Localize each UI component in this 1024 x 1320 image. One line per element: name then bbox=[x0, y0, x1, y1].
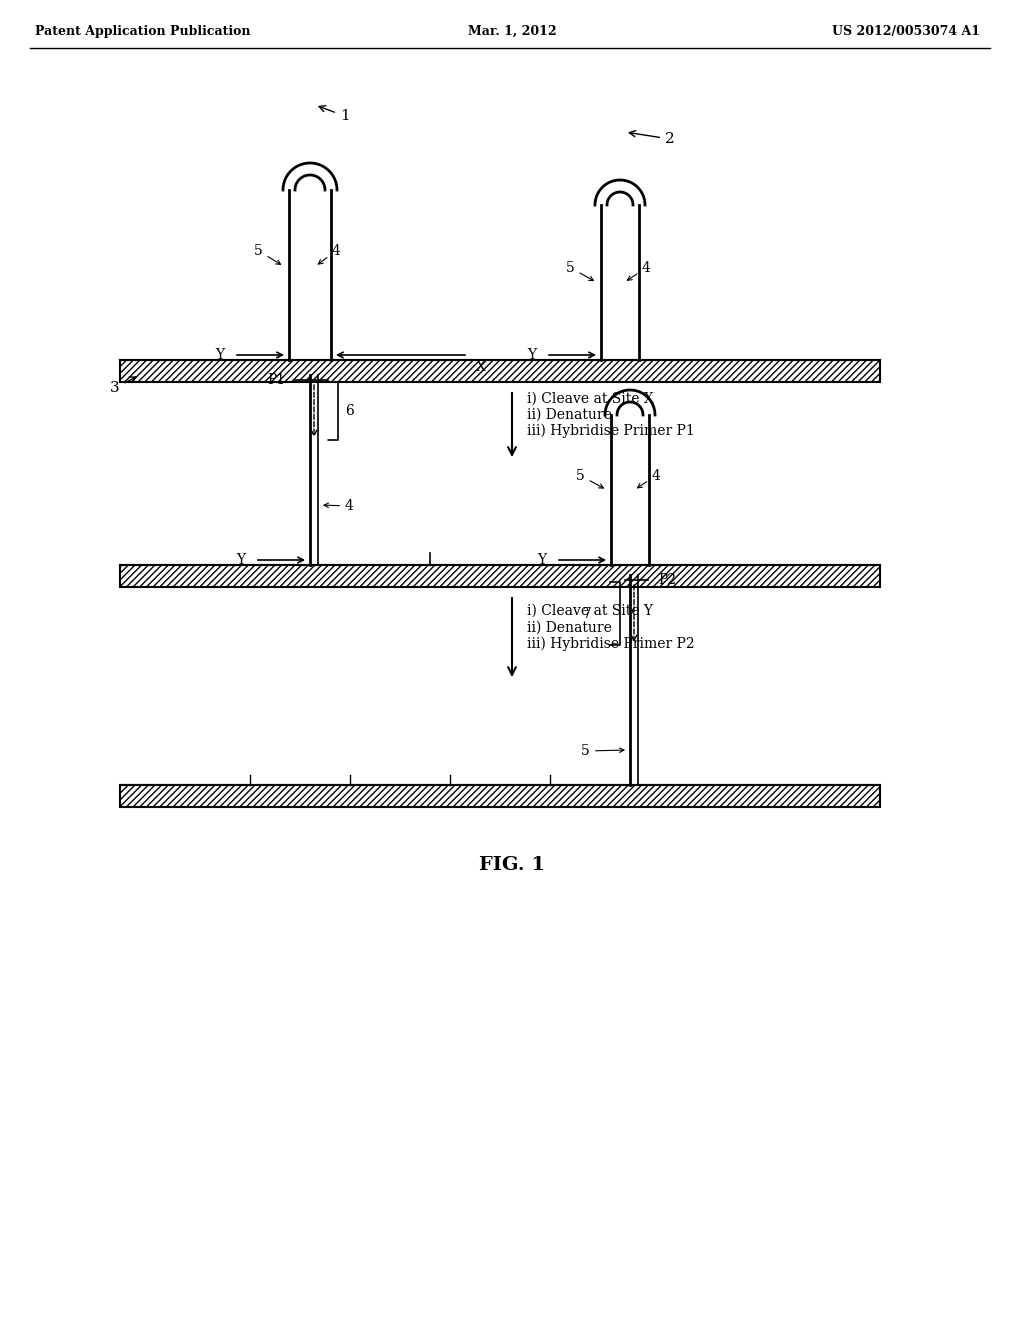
Text: FIG. 1: FIG. 1 bbox=[479, 855, 545, 874]
Text: Patent Application Publication: Patent Application Publication bbox=[35, 25, 251, 38]
Text: 6: 6 bbox=[345, 404, 353, 418]
Text: Mar. 1, 2012: Mar. 1, 2012 bbox=[468, 25, 556, 38]
Text: i) Cleave at Site Y
ii) Denature
iii) Hybridise Primer P2: i) Cleave at Site Y ii) Denature iii) Hy… bbox=[527, 605, 694, 651]
Bar bbox=[120, 360, 880, 381]
Bar bbox=[120, 565, 880, 587]
Text: 7: 7 bbox=[583, 606, 592, 620]
Text: 5: 5 bbox=[582, 744, 624, 758]
Text: 3: 3 bbox=[110, 378, 136, 395]
Text: i) Cleave at Site X
ii) Denature
iii) Hybridise Primer P1: i) Cleave at Site X ii) Denature iii) Hy… bbox=[527, 392, 694, 438]
Text: P1: P1 bbox=[267, 374, 285, 387]
Text: 2: 2 bbox=[630, 131, 675, 147]
Text: 5: 5 bbox=[566, 260, 594, 281]
Text: 4: 4 bbox=[324, 499, 354, 513]
Text: P2: P2 bbox=[658, 573, 676, 587]
Text: X: X bbox=[476, 360, 485, 374]
Bar bbox=[120, 785, 880, 807]
Text: 5: 5 bbox=[254, 244, 281, 264]
Text: 4: 4 bbox=[318, 244, 341, 264]
Text: Y: Y bbox=[236, 553, 245, 568]
Text: 4: 4 bbox=[637, 469, 660, 488]
Text: 1: 1 bbox=[319, 106, 350, 123]
Text: Y: Y bbox=[215, 348, 224, 362]
Text: Y: Y bbox=[537, 553, 546, 568]
Text: Y: Y bbox=[527, 348, 536, 362]
Text: 5: 5 bbox=[575, 469, 603, 488]
Text: US 2012/0053074 A1: US 2012/0053074 A1 bbox=[833, 25, 980, 38]
Text: 4: 4 bbox=[628, 260, 651, 280]
